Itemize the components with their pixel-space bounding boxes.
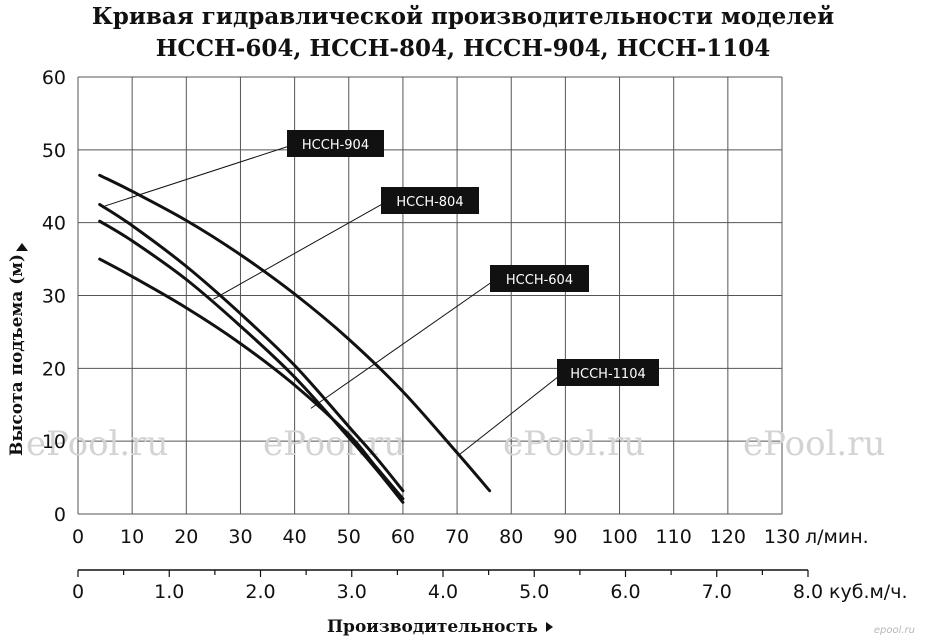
callout-leader-line [310, 280, 495, 409]
secondary-x-tick-label: 8.0 [793, 581, 823, 603]
x-axis-unit: л/мин. [805, 526, 869, 548]
y-axis-ticks: 0 10 20 30 40 50 60 [42, 67, 66, 526]
chart-subtitle: НССН-604, НССН-804, НССН-904, НССН-1104 [156, 35, 771, 62]
callout-box [490, 265, 589, 292]
watermark-text: ePool.ru [263, 424, 405, 464]
y-tick-label: 50 [42, 140, 66, 162]
secondary-x-tick-label: 5.0 [519, 581, 549, 603]
y-axis-title-group: Высота подъема (м) [7, 254, 27, 456]
callout-box [557, 359, 659, 386]
secondary-x-axis-unit: куб.м/ч. [829, 581, 907, 603]
watermark-text: ePool.ru [743, 424, 885, 464]
x-tick-label: 70 [445, 526, 469, 548]
y-axis-title: Высота подъема (м) [7, 254, 27, 456]
y-tick-label: 60 [42, 67, 66, 89]
y-axis-title-arrow [16, 243, 28, 251]
callout-box [287, 130, 384, 157]
secondary-x-tick-label: 3.0 [337, 581, 367, 603]
watermark-layer: ePool.ru ePool.ru ePool.ru ePool.ru [26, 424, 885, 464]
callout-leader-line [213, 202, 386, 300]
corner-mark: epool.ru [874, 625, 915, 636]
x-tick-label: 60 [391, 526, 415, 548]
y-tick-label: 30 [42, 286, 66, 308]
x-axis-title: Производительность [327, 617, 538, 637]
x-tick-label: 80 [499, 526, 523, 548]
grid [77, 76, 783, 515]
watermark-text: ePool.ru [503, 424, 645, 464]
y-tick-label: 40 [42, 213, 66, 235]
secondary-x-tick-label: 6.0 [610, 581, 640, 603]
x-axis-title-arrow [546, 622, 553, 632]
series-layer [98, 173, 492, 504]
callout-label: НССН-604 [506, 273, 573, 288]
callout-label: НССН-804 [396, 195, 463, 210]
callout-box [381, 187, 479, 214]
callout-label: НССН-1104 [570, 367, 645, 382]
x-tick-label: 0 [72, 526, 84, 548]
x-tick-label: 90 [553, 526, 577, 548]
x-tick-label: 50 [337, 526, 361, 548]
series-line-904 [98, 203, 405, 493]
callout-leader-line [459, 374, 562, 455]
x-tick-label: 10 [120, 526, 144, 548]
callout-label: НССН-904 [302, 138, 369, 153]
y-tick-label: 10 [42, 431, 66, 453]
callout-leader-line [104, 145, 292, 207]
y-tick-label: 20 [42, 358, 66, 380]
x-tick-label: 40 [283, 526, 307, 548]
x-axis-ticks: 0 10 20 30 40 50 60 70 80 90 100 110 120 130 [72, 526, 800, 548]
chart-title: Кривая гидравлической производительности… [92, 3, 834, 30]
x-tick-label: 100 [601, 526, 637, 548]
x-tick-label: 30 [228, 526, 252, 548]
x-tick-label: 110 [656, 526, 692, 548]
secondary-x-tick-label: 7.0 [702, 581, 732, 603]
x-tick-label: 20 [174, 526, 198, 548]
y-tick-label: 0 [54, 504, 66, 526]
secondary-x-tick-label: 0 [72, 581, 84, 603]
secondary-x-axis: 0 1.0 2.0 3.0 4.0 5.0 6.0 7.0 8.0 [72, 569, 823, 603]
secondary-x-tick-label: 1.0 [154, 581, 184, 603]
x-tick-label: 120 [710, 526, 746, 548]
secondary-x-tick-label: 2.0 [245, 581, 275, 603]
secondary-x-tick-label: 4.0 [428, 581, 458, 603]
series-line-804 [98, 257, 405, 501]
callout-layer: НССН-904 НССН-804 НССН-604 НССН-1104 [104, 130, 659, 455]
series-line-1104 [98, 173, 492, 493]
x-tick-label: 130 [764, 526, 800, 548]
watermark-text: ePool.ru [26, 424, 168, 464]
